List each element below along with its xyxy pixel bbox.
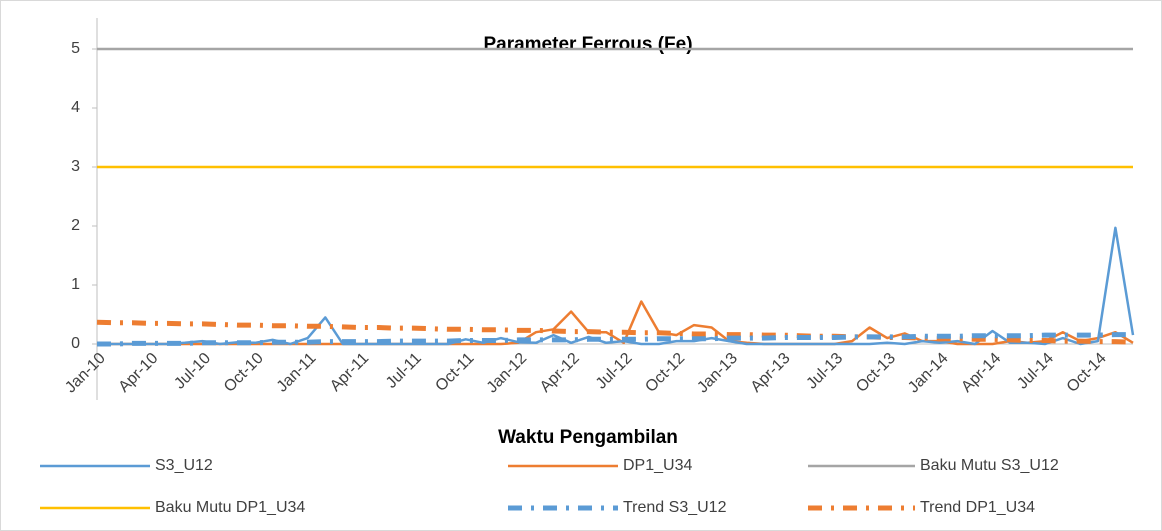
- data-line: [97, 226, 1135, 346]
- legend-label: Trend DP1_U34: [920, 499, 1035, 516]
- x-axis-title: Waktu Pengambilan: [498, 427, 678, 448]
- y-tick-label: 2: [71, 217, 80, 234]
- legend-label: S3_U12: [155, 457, 213, 474]
- legend-label: Trend S3_U12: [623, 499, 727, 516]
- data-line: [97, 300, 1134, 346]
- legend-label: DP1_U34: [623, 457, 692, 474]
- y-tick-label: 1: [71, 276, 80, 293]
- y-tick-label: 5: [71, 40, 80, 57]
- chart-title: Parameter Ferrous (Fe): [483, 34, 692, 55]
- y-tick-label: 0: [71, 335, 80, 352]
- y-tick-label: 3: [71, 158, 80, 175]
- data-line: [97, 332, 1133, 347]
- data-line: [96, 319, 1134, 345]
- legend-label: Baku Mutu DP1_U34: [155, 499, 305, 516]
- y-tick-label: 4: [71, 99, 80, 116]
- legend-label: Baku Mutu S3_U12: [920, 457, 1059, 474]
